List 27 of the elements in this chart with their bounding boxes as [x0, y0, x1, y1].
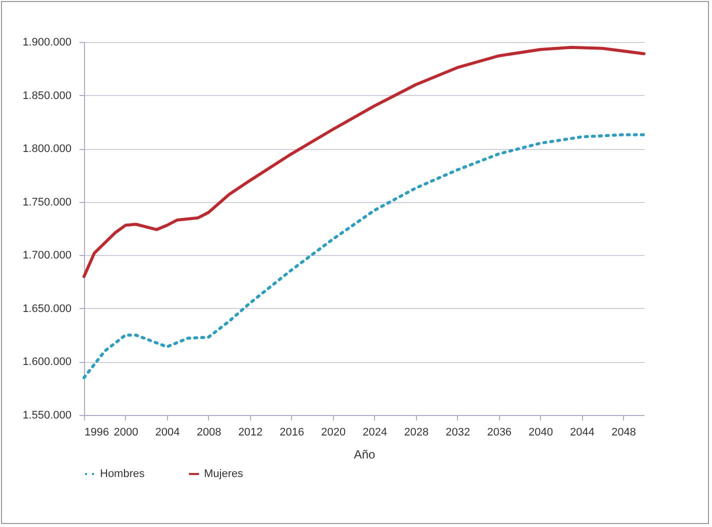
x-tick-label: 2016 — [280, 426, 304, 438]
legend-label: Mujeres — [204, 468, 244, 480]
y-tick-label: 1.550.000 — [22, 410, 72, 422]
y-tick-label: 1.650.000 — [22, 302, 72, 315]
x-tick-label: 2032 — [446, 426, 470, 438]
x-tick-label: 2004 — [155, 426, 180, 438]
x-tick-label: 2000 — [114, 426, 138, 438]
legend-label: Hombres — [100, 468, 146, 480]
x-tick-label: 2028 — [404, 426, 429, 438]
y-tick-label: 1.900.000 — [22, 36, 72, 48]
line-series — [82, 133, 646, 380]
x-tick-label: 2044 — [570, 426, 595, 438]
y-tick-label: 1.600.000 — [22, 356, 72, 368]
x-tick-label: 2012 — [238, 426, 263, 438]
line-series — [82, 46, 646, 278]
y-tick-label: 1.750.000 — [22, 196, 72, 208]
x-tick-label: 2020 — [321, 426, 346, 438]
y-tick-label: 1.800.000 — [22, 143, 72, 156]
y-tick-label: 1.850.000 — [22, 90, 72, 102]
x-axis-title: Año — [354, 448, 376, 462]
x-tick-label: 2036 — [487, 426, 512, 438]
x-tick-label: 2024 — [362, 426, 388, 438]
x-tick-label: 2048 — [612, 426, 636, 438]
x-tick-label: 2040 — [528, 426, 554, 438]
y-tick-label: 1.700.000 — [22, 250, 72, 262]
x-tick-label: 2008 — [196, 426, 222, 438]
x-tick-label: 1996 — [84, 426, 109, 438]
